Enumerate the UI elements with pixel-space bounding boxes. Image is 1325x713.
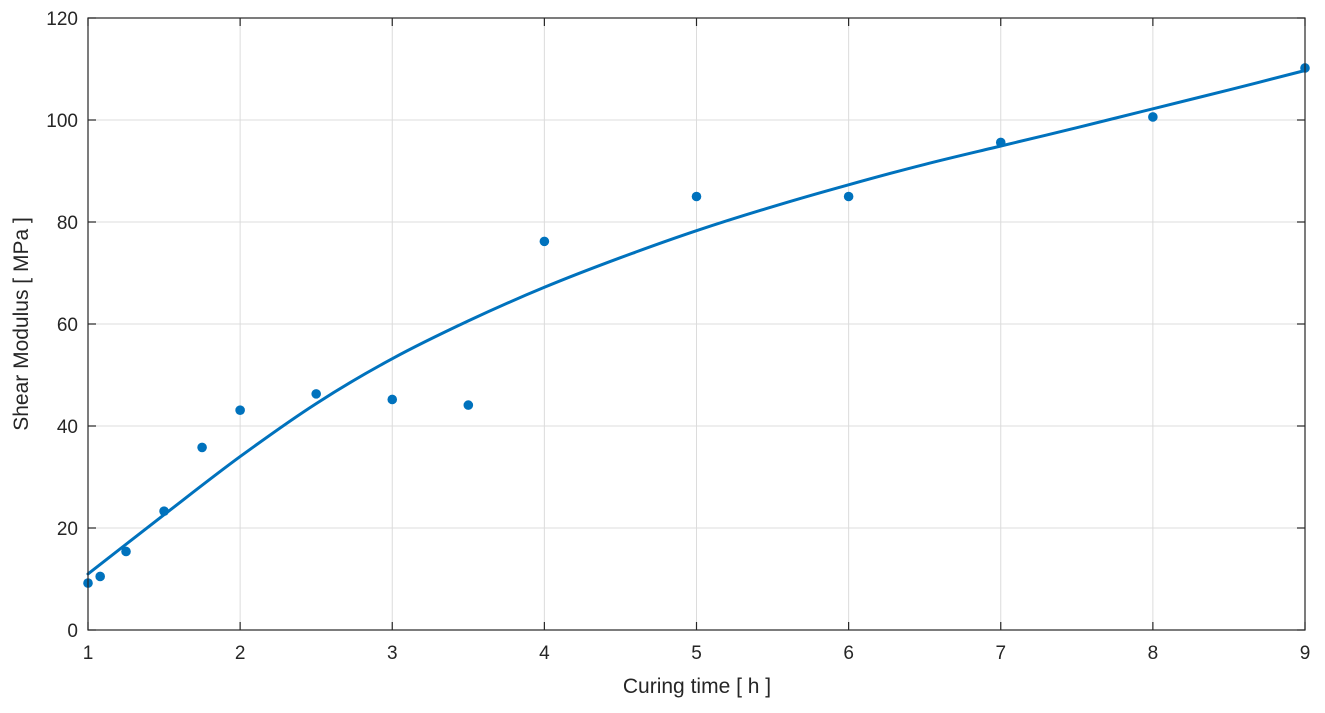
y-tick-label: 0 bbox=[67, 621, 78, 642]
data-point bbox=[197, 442, 207, 453]
y-tick-label: 100 bbox=[46, 111, 78, 132]
x-tick-label: 8 bbox=[1148, 643, 1159, 664]
x-tick-label: 4 bbox=[539, 643, 550, 664]
data-point bbox=[121, 546, 131, 557]
x-axis-label: Curing time [ h ] bbox=[623, 675, 771, 698]
y-axis-label: Shear Modulus [ MPa ] bbox=[10, 217, 33, 431]
y-tick-label: 40 bbox=[57, 417, 78, 438]
data-point bbox=[235, 405, 245, 415]
data-point bbox=[1148, 112, 1158, 122]
data-point bbox=[691, 191, 702, 202]
fit-curve-layer bbox=[86, 69, 1307, 576]
fit-curve-line bbox=[86, 69, 1307, 576]
y-tick-label: 80 bbox=[57, 213, 78, 234]
y-tick-label: 60 bbox=[57, 315, 78, 336]
x-tick-label: 1 bbox=[83, 643, 94, 664]
data-point bbox=[311, 389, 321, 399]
x-tick-label: 2 bbox=[235, 643, 246, 664]
x-tick-label: 9 bbox=[1300, 643, 1311, 664]
data-points-layer bbox=[83, 63, 1310, 588]
data-point bbox=[463, 400, 474, 410]
x-tick-label: 3 bbox=[387, 643, 398, 664]
data-point bbox=[539, 236, 550, 247]
x-tick-label: 5 bbox=[691, 643, 702, 664]
data-point bbox=[843, 191, 854, 202]
y-tick-label: 120 bbox=[46, 9, 78, 30]
data-point bbox=[95, 571, 105, 582]
data-point bbox=[159, 506, 169, 516]
data-point bbox=[387, 394, 398, 405]
data-point bbox=[995, 137, 1006, 148]
x-tick-label: 7 bbox=[995, 643, 1006, 664]
tick-labels: 1 2 3 4 5 6 7 8 9 0 20 40 60 80 100 120 bbox=[46, 9, 1310, 664]
axes bbox=[87, 17, 1306, 631]
y-tick-label: 20 bbox=[57, 519, 78, 540]
x-tick-label: 6 bbox=[843, 643, 854, 664]
